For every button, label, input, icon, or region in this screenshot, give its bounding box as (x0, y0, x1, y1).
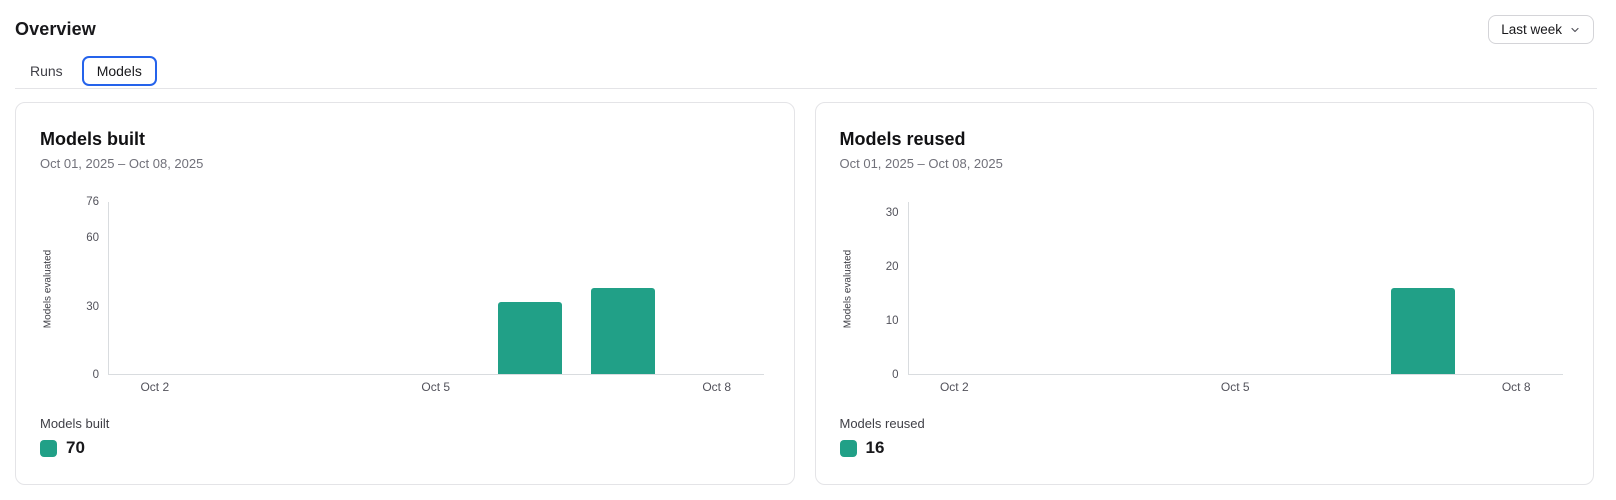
plot-area (907, 202, 1563, 375)
y-axis-ticks: 0 10 20 30 (856, 202, 908, 381)
card-models-reused: Models reused Oct 01, 2025 – Oct 08, 202… (814, 102, 1594, 485)
y-tick-label: 60 (86, 232, 99, 245)
chart-date-range: Oct 01, 2025 – Oct 08, 2025 (839, 156, 1003, 171)
chart-legend: Models reused 16 (839, 416, 1564, 458)
x-axis-ticks: Oct 2 Oct 5 Oct 8 (108, 375, 764, 397)
chart-legend: Models built 70 (40, 416, 764, 458)
legend-total-value: 16 (865, 438, 885, 457)
plot-area (108, 202, 764, 375)
y-tick-label: 76 (86, 196, 99, 208)
y-axis-label: Models evaluated (842, 249, 853, 328)
bar-oct-7[interactable] (1390, 288, 1455, 374)
card-models-built: Models built Oct 01, 2025 – Oct 08, 2025… (15, 102, 795, 485)
legend-total-value: 70 (66, 438, 85, 457)
models-reused-bar-chart: Models evaluated 0 10 20 30 Oct 2 Oct 5 Oct 8 (840, 202, 1564, 397)
tab-runs[interactable]: Runs (15, 56, 78, 86)
bar-oct-6[interactable] (497, 301, 562, 374)
chevron-down-icon (1569, 24, 1581, 36)
y-tick-label: 0 (92, 369, 99, 381)
x-tick-label: Oct 2 (939, 380, 969, 394)
legend-label: Models built (40, 416, 110, 431)
y-tick-label: 30 (86, 300, 99, 313)
legend-row: 16 (839, 438, 1564, 458)
y-tick-label: 30 (885, 206, 899, 219)
charts-row: Models built Oct 01, 2025 – Oct 08, 2025… (0, 89, 1616, 485)
x-tick-label: Oct 5 (421, 380, 451, 394)
y-tick-label: 20 (885, 260, 899, 273)
legend-row: 70 (40, 438, 764, 458)
y-tick-label: 10 (885, 314, 899, 327)
date-range-selector[interactable]: Last week (1488, 15, 1594, 44)
chart-title: Models reused (839, 129, 966, 149)
tab-bar-divider (15, 88, 1597, 89)
x-tick-label: Oct 8 (1501, 380, 1531, 394)
page-title: Overview (15, 19, 96, 39)
y-tick-label: 0 (892, 369, 899, 381)
legend-color-swatch (40, 439, 57, 457)
tab-bar: Runs Models (0, 44, 1616, 86)
x-tick-label: Oct 8 (702, 380, 732, 394)
y-axis-ticks: 0 30 60 76 (56, 196, 108, 381)
x-tick-label: Oct 5 (1220, 380, 1250, 394)
chart-date-range: Oct 01, 2025 – Oct 08, 2025 (40, 156, 204, 171)
date-range-label: Last week (1501, 22, 1562, 37)
bar-oct-7[interactable] (591, 288, 656, 374)
tab-models[interactable]: Models (81, 56, 157, 86)
legend-color-swatch (839, 439, 857, 457)
models-built-bar-chart: Models evaluated 0 30 60 76 Oct 2 Oct 5 Oct 8 (40, 196, 764, 397)
legend-label: Models reused (839, 416, 925, 431)
x-axis-ticks: Oct 2 Oct 5 Oct 8 (908, 375, 1564, 397)
page-header: Overview Last week (0, 0, 1616, 44)
x-tick-label: Oct 2 (140, 380, 170, 394)
chart-title: Models built (40, 129, 145, 149)
y-axis-label: Models evaluated (42, 249, 54, 328)
